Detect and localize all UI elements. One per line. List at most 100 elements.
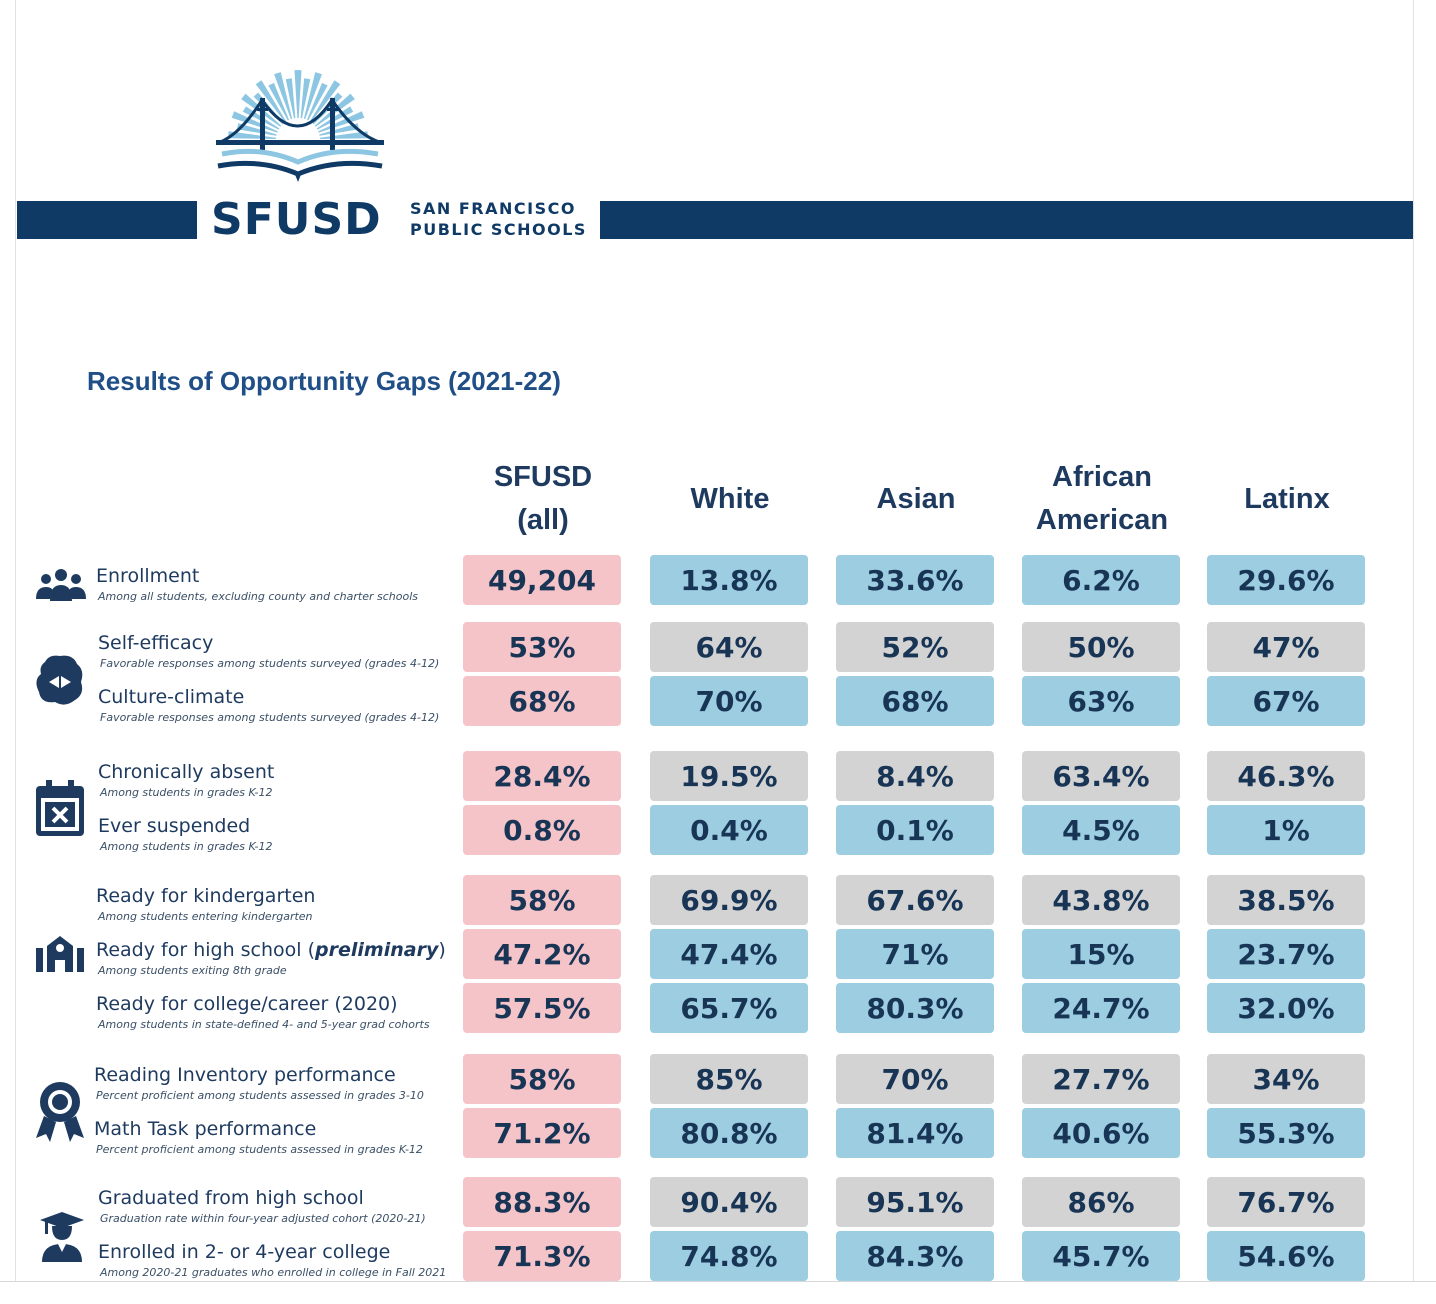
metric-label: Self-efficacy — [98, 632, 214, 654]
value-cell: 34% — [1207, 1054, 1365, 1104]
value-cell: 76.7% — [1207, 1177, 1365, 1227]
column-header-line1: SFUSD — [493, 461, 593, 493]
value-cell: 84.3% — [836, 1231, 994, 1281]
page-border-right — [1413, 0, 1414, 1282]
value-cell: 38.5% — [1207, 875, 1365, 925]
value-cell: 70% — [650, 676, 808, 726]
value-cell: 24.7% — [1022, 983, 1180, 1033]
value-cell: 81.4% — [836, 1108, 994, 1158]
value-cell: 80.8% — [650, 1108, 808, 1158]
value-cell: 27.7% — [1022, 1054, 1180, 1104]
value-cell: 43.8% — [1022, 875, 1180, 925]
value-cell: 52% — [836, 622, 994, 672]
value-cell: 15% — [1022, 929, 1180, 979]
value-cell: 95.1% — [836, 1177, 994, 1227]
value-cell: 8.4% — [836, 751, 994, 801]
metric-subtitle: Among students entering kindergarten — [98, 910, 313, 923]
value-cell: 70% — [836, 1054, 994, 1104]
value-cell: 49,204 — [463, 555, 621, 605]
metric-subtitle: Among students in grades K-12 — [100, 840, 273, 853]
metric-subtitle: Favorable responses among students surve… — [100, 657, 440, 670]
metric-subtitle: Graduation rate within four-year adjuste… — [100, 1212, 426, 1225]
page-border-left — [15, 0, 16, 1282]
value-cell: 19.5% — [650, 751, 808, 801]
calendar-x-icon — [36, 780, 84, 836]
value-cell: 67.6% — [836, 875, 994, 925]
metric-subtitle: Among 2020-21 graduates who enrolled in … — [100, 1266, 447, 1279]
value-cell: 45.7% — [1022, 1231, 1180, 1281]
metric-label: Ready for kindergarten — [96, 885, 316, 907]
metric-subtitle: Percent proficient among students assess… — [96, 1089, 424, 1102]
metric-label: Math Task performance — [94, 1118, 317, 1140]
logo-subline-2: PUBLIC SCHOOLS — [410, 220, 587, 239]
value-cell: 71.3% — [463, 1231, 621, 1281]
value-cell: 53% — [463, 622, 621, 672]
metric-subtitle: Among all students, excluding county and… — [98, 590, 418, 603]
value-cell: 33.6% — [836, 555, 994, 605]
metric-label: Culture-climate — [98, 686, 245, 708]
value-cell: 68% — [463, 676, 621, 726]
value-cell: 86% — [1022, 1177, 1180, 1227]
column-header-0: SFUSD (all) — [463, 456, 623, 542]
value-cell: 80.3% — [836, 983, 994, 1033]
value-cell: 0.1% — [836, 805, 994, 855]
logo-wordmark: SFUSD — [211, 194, 382, 245]
metric-label: Enrollment — [96, 565, 200, 587]
value-cell: 23.7% — [1207, 929, 1365, 979]
value-cell: 57.5% — [463, 983, 621, 1033]
column-header-line2: American — [1035, 504, 1169, 536]
column-header-3: African American — [1022, 456, 1182, 542]
value-cell: 63.4% — [1022, 751, 1180, 801]
value-cell: 13.8% — [650, 555, 808, 605]
header-band-left — [17, 201, 197, 239]
value-cell: 54.6% — [1207, 1231, 1365, 1281]
value-cell: 74.8% — [650, 1231, 808, 1281]
metric-subtitle: Percent proficient among students assess… — [96, 1143, 423, 1156]
page-border-bottom — [0, 1281, 1436, 1282]
brain-icon — [36, 655, 83, 705]
metric-label: Graduated from high school — [98, 1187, 364, 1209]
value-cell: 0.8% — [463, 805, 621, 855]
column-header-line2: (all) — [517, 504, 569, 536]
graduate-icon — [40, 1212, 84, 1262]
page-title: Results of Opportunity Gaps (2021-22) — [87, 366, 561, 396]
value-cell: 40.6% — [1022, 1108, 1180, 1158]
school-building-icon — [36, 936, 84, 972]
value-cell: 58% — [463, 875, 621, 925]
metric-label: Enrolled in 2- or 4-year college — [98, 1241, 391, 1263]
value-cell: 6.2% — [1022, 555, 1180, 605]
value-cell: 65.7% — [650, 983, 808, 1033]
metric-label: Ready for high school (preliminary) — [96, 939, 446, 961]
column-header-4: Latinx — [1244, 483, 1330, 515]
metric-subtitle: Among students in grades K-12 — [100, 786, 273, 799]
value-cell: 71.2% — [463, 1108, 621, 1158]
logo-subline-1: SAN FRANCISCO — [410, 199, 576, 218]
value-cell: 64% — [650, 622, 808, 672]
value-cell: 68% — [836, 676, 994, 726]
metric-subtitle: Among students exiting 8th grade — [98, 964, 287, 977]
value-cell: 55.3% — [1207, 1108, 1365, 1158]
value-cell: 28.4% — [463, 751, 621, 801]
column-header-line1: African — [1052, 461, 1152, 493]
value-cell: 1% — [1207, 805, 1365, 855]
value-cell: 47.4% — [650, 929, 808, 979]
value-cell: 29.6% — [1207, 555, 1365, 605]
value-cell: 90.4% — [650, 1177, 808, 1227]
metric-label: Ready for college/career (2020) — [96, 993, 398, 1015]
value-cell: 4.5% — [1022, 805, 1180, 855]
metric-label: Reading Inventory performance — [94, 1064, 396, 1086]
value-cell: 71% — [836, 929, 994, 979]
value-cell: 58% — [463, 1054, 621, 1104]
value-cell: 0.4% — [650, 805, 808, 855]
sfusd-bridge-logo-icon — [216, 70, 384, 182]
value-cell: 47.2% — [463, 929, 621, 979]
metric-label: Chronically absent — [98, 761, 275, 783]
metric-label: Ever suspended — [98, 815, 251, 837]
award-ribbon-icon — [36, 1082, 84, 1142]
value-cell: 85% — [650, 1054, 808, 1104]
value-cell: 63% — [1022, 676, 1180, 726]
header-band-right — [600, 201, 1413, 239]
value-cell: 50% — [1022, 622, 1180, 672]
column-header-1: White — [690, 483, 770, 515]
column-header-2: Asian — [876, 483, 956, 515]
